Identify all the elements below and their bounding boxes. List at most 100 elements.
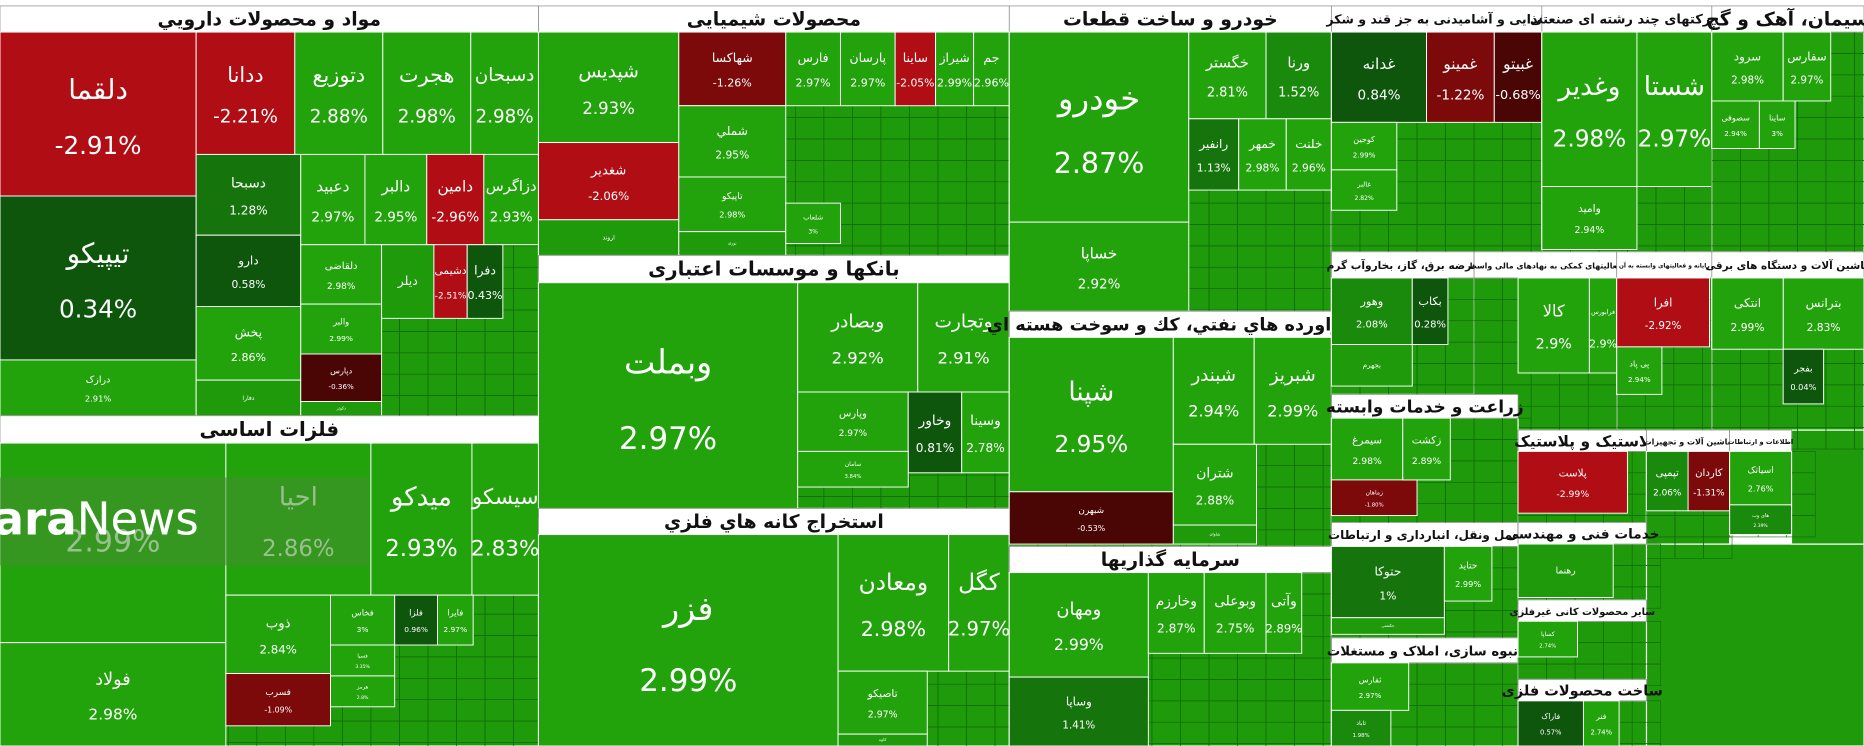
tile-label: بکاب bbox=[1418, 295, 1441, 308]
tile-change: 2.99% bbox=[329, 334, 353, 343]
small-cell bbox=[484, 742, 514, 746]
tile-label: شغدیر bbox=[590, 163, 626, 178]
sector-title: زراعت و خدمات وابسته bbox=[1326, 397, 1524, 417]
tile-label: غمینو bbox=[1442, 55, 1477, 73]
tile bbox=[1782, 348, 1825, 405]
watermark-bold: Shahrara bbox=[0, 493, 77, 546]
tile-change: 0.84% bbox=[1357, 87, 1400, 103]
tile-label: شبهرن bbox=[1078, 506, 1104, 516]
tile bbox=[948, 534, 1010, 672]
sector-title: غذایی و آشامیدنی به جز قند و شکر bbox=[1325, 12, 1546, 27]
tile bbox=[1330, 662, 1410, 711]
small-cell bbox=[513, 742, 543, 746]
tile-label: کوجین bbox=[1353, 134, 1375, 144]
tile-change: 2.97% bbox=[868, 710, 898, 721]
sector-title: بانکها و موسسات اعتباری bbox=[648, 258, 899, 281]
tile bbox=[1147, 572, 1205, 654]
tile-change: 3% bbox=[808, 228, 818, 235]
tile-label: غالبر bbox=[1356, 180, 1371, 188]
small-cell bbox=[1294, 743, 1324, 746]
tile bbox=[1729, 450, 1792, 506]
tile-label: دلقاضی bbox=[325, 261, 358, 272]
tile-label: سفارس bbox=[1787, 49, 1826, 64]
tile-label: شپدیس bbox=[578, 61, 638, 82]
tile-label: اسیاتک bbox=[1747, 465, 1773, 476]
tile bbox=[1517, 450, 1628, 514]
tile-change: 2.87% bbox=[1157, 622, 1195, 636]
sector-title: عرضه برق، گاز، بخاروآب گرم bbox=[1327, 258, 1479, 272]
tile-change: 2.97% bbox=[1638, 126, 1712, 153]
tile bbox=[1285, 118, 1332, 191]
tile-change: 2.98% bbox=[1245, 162, 1279, 175]
tile-change: 2.95% bbox=[374, 210, 417, 226]
tile bbox=[330, 675, 396, 708]
tile-label: فرابورس bbox=[1591, 309, 1615, 316]
tile-label: شبریز bbox=[1269, 365, 1316, 386]
sector: سایر محصولات کانی غیرفلزی کساپا 2.74% bbox=[1509, 599, 1662, 686]
tile-label: غدانه bbox=[1363, 55, 1396, 73]
tile bbox=[1330, 709, 1392, 746]
tile-change: 2.97% bbox=[850, 77, 885, 90]
tile-label: کاوه bbox=[879, 737, 886, 742]
tile bbox=[483, 153, 539, 246]
sector-title: ماشین آلات و تجهیزات bbox=[1644, 436, 1733, 446]
tile-change: 1.28% bbox=[229, 203, 267, 217]
tile-label: ساینا bbox=[1769, 113, 1786, 123]
tile bbox=[678, 176, 787, 233]
tile-change: 0.57% bbox=[1540, 728, 1562, 736]
tile-label: پی پاد bbox=[1629, 358, 1649, 368]
tile bbox=[1330, 277, 1413, 345]
tile bbox=[300, 303, 383, 355]
tile bbox=[1330, 344, 1413, 387]
tile-change: 2.9% bbox=[1536, 336, 1572, 352]
sector-header bbox=[1711, 5, 1864, 33]
tile-label: ثفارس bbox=[1359, 674, 1382, 684]
tile bbox=[1782, 277, 1864, 350]
small-cell bbox=[1854, 95, 1864, 118]
tile-label: وتجارت bbox=[934, 312, 992, 333]
tile-label: دپارس bbox=[330, 366, 352, 376]
tile-change: 2.99% bbox=[639, 663, 737, 699]
tile-change: 2.97% bbox=[948, 618, 1010, 641]
tile-change: 2.99% bbox=[1267, 402, 1318, 421]
tile-change: 2.98% bbox=[398, 107, 456, 128]
watermark-light: News bbox=[77, 493, 199, 546]
tile bbox=[300, 353, 383, 402]
tile bbox=[1008, 572, 1149, 678]
tile-change: -2.99% bbox=[1556, 489, 1589, 500]
small-cell bbox=[1854, 384, 1864, 407]
watermark: ShahraraNews bbox=[0, 493, 199, 546]
tile-label: وبوعلی bbox=[1214, 594, 1256, 610]
sector: محصولات شیمیایی شپدیس 2.93% شغدیر -2.06% ارون… bbox=[537, 5, 1024, 268]
tile-label: کاردان bbox=[1695, 468, 1723, 479]
tile-change: 2.99% bbox=[1731, 321, 1765, 334]
small-cell bbox=[370, 742, 400, 746]
sector: ساخت محصولات فلزی فاراک 0.57% فنر 2.74% bbox=[1502, 679, 1663, 746]
tile-change: 2.9% bbox=[1589, 337, 1617, 350]
tile-change: 2.86% bbox=[231, 351, 266, 364]
small-cell bbox=[1854, 405, 1864, 428]
tile bbox=[0, 642, 227, 746]
sector-header bbox=[1517, 599, 1647, 622]
tile bbox=[1616, 346, 1663, 395]
tile bbox=[538, 142, 680, 221]
tile-label: شیراز bbox=[939, 51, 970, 66]
tile bbox=[294, 31, 384, 155]
small-cell bbox=[342, 742, 372, 746]
tile-change: -1.31% bbox=[1693, 488, 1725, 498]
tile bbox=[1517, 700, 1584, 746]
sector: خودرو و ساخت قطعات خودرو 2.87% خساپا 2.92% خگ… bbox=[1008, 5, 1352, 332]
tile bbox=[382, 31, 472, 155]
tile bbox=[797, 282, 919, 393]
tile-change: -2.91% bbox=[55, 131, 142, 160]
tile-change: 1.52% bbox=[1278, 85, 1319, 100]
tile bbox=[471, 442, 539, 596]
sector-title: مواد و محصولات دارويي bbox=[157, 10, 381, 31]
tile bbox=[1330, 617, 1445, 635]
sector: بانکها و موسسات اعتباری وبملت 2.97% وبصادر 2… bbox=[537, 255, 1024, 519]
tile-change: 2.92% bbox=[832, 349, 884, 368]
tile bbox=[1253, 336, 1332, 445]
tile-label: های وب bbox=[1752, 513, 1769, 519]
tile-label: فلزا bbox=[409, 608, 423, 618]
tile-change: 2.99% bbox=[1353, 151, 1376, 160]
